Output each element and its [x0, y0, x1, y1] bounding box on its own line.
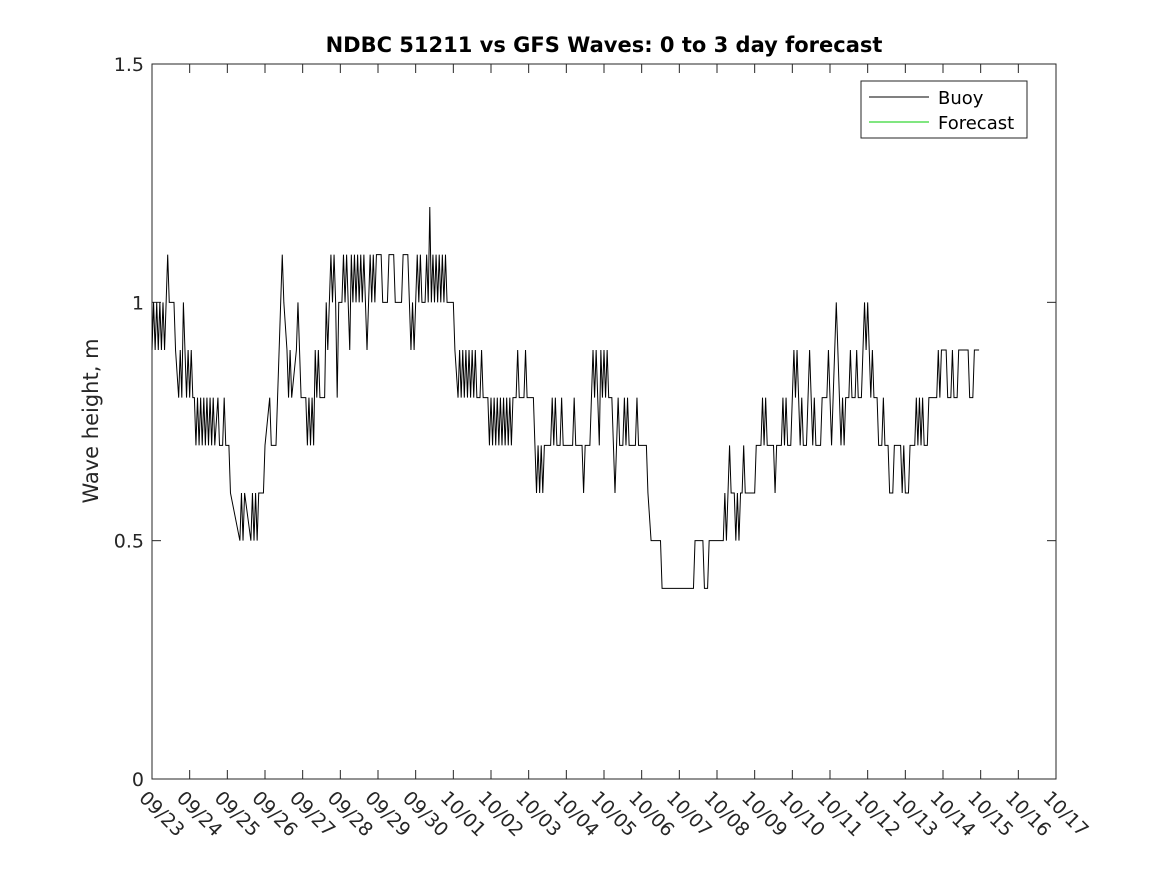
- y-tick-label: 0.5: [114, 531, 144, 553]
- series-line-buoy: [151, 206, 980, 589]
- y-tick-label: 1: [132, 292, 144, 314]
- series-layer: [151, 206, 980, 589]
- legend: Buoy Forecast: [860, 80, 1028, 139]
- y-tick-label: 1.5: [114, 54, 144, 76]
- legend-buoy-label: Buoy: [938, 88, 984, 109]
- y-axis-label: Wave height, m: [79, 338, 103, 503]
- legend-forecast-label: Forecast: [938, 113, 1014, 134]
- legend-box: [860, 80, 1028, 139]
- plot-area: [151, 63, 1057, 780]
- chart-title: NDBC 51211 vs GFS Waves: 0 to 3 day fore…: [326, 33, 883, 57]
- y-tick-label: 0: [132, 769, 144, 791]
